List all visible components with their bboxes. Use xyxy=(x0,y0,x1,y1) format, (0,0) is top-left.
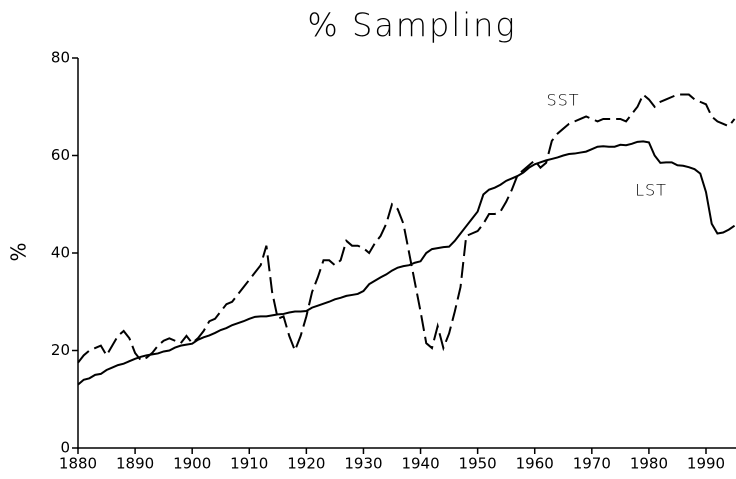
x-tick-label: 1880 xyxy=(59,455,97,473)
series-line xyxy=(77,140,736,386)
y-tick-label: 40 xyxy=(51,244,70,262)
y-tick-label: 20 xyxy=(51,341,70,359)
x-tick-label: 1900 xyxy=(173,455,211,473)
series-label: SST xyxy=(546,91,579,110)
x-tick-label: 1970 xyxy=(573,455,611,473)
series-label: LST xyxy=(635,181,667,200)
x-tick-label: 1980 xyxy=(630,455,668,473)
x-tick-label: 1930 xyxy=(344,455,382,473)
y-tick-label: 60 xyxy=(51,146,70,164)
x-tick-label: 1890 xyxy=(116,455,154,473)
x-tick-label: 1990 xyxy=(687,455,725,473)
y-axis-label: % xyxy=(7,242,31,261)
chart-title: % Sampling xyxy=(307,6,516,44)
y-tick-label: 80 xyxy=(51,49,70,67)
x-tick-label: 1910 xyxy=(230,455,268,473)
x-tick-label: 1920 xyxy=(287,455,325,473)
y-tick-label: 0 xyxy=(60,439,70,457)
series-line xyxy=(77,92,736,364)
x-tick-label: 1960 xyxy=(516,455,554,473)
x-tick-label: 1940 xyxy=(401,455,439,473)
x-tick-label: 1950 xyxy=(459,455,497,473)
